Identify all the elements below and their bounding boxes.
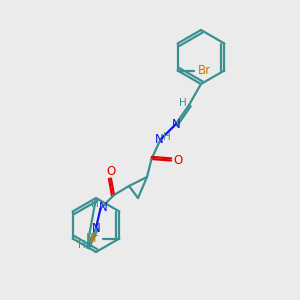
Text: N: N <box>172 118 181 131</box>
Text: O: O <box>173 154 182 167</box>
Text: H: H <box>78 240 86 250</box>
Text: H: H <box>178 98 186 108</box>
Text: Br: Br <box>198 64 211 77</box>
Text: H: H <box>91 199 98 209</box>
Text: O: O <box>106 164 116 178</box>
Text: N: N <box>154 133 164 146</box>
Text: Br: Br <box>86 232 99 245</box>
Text: N: N <box>92 221 101 235</box>
Text: H: H <box>163 131 171 142</box>
Text: N: N <box>98 200 107 214</box>
